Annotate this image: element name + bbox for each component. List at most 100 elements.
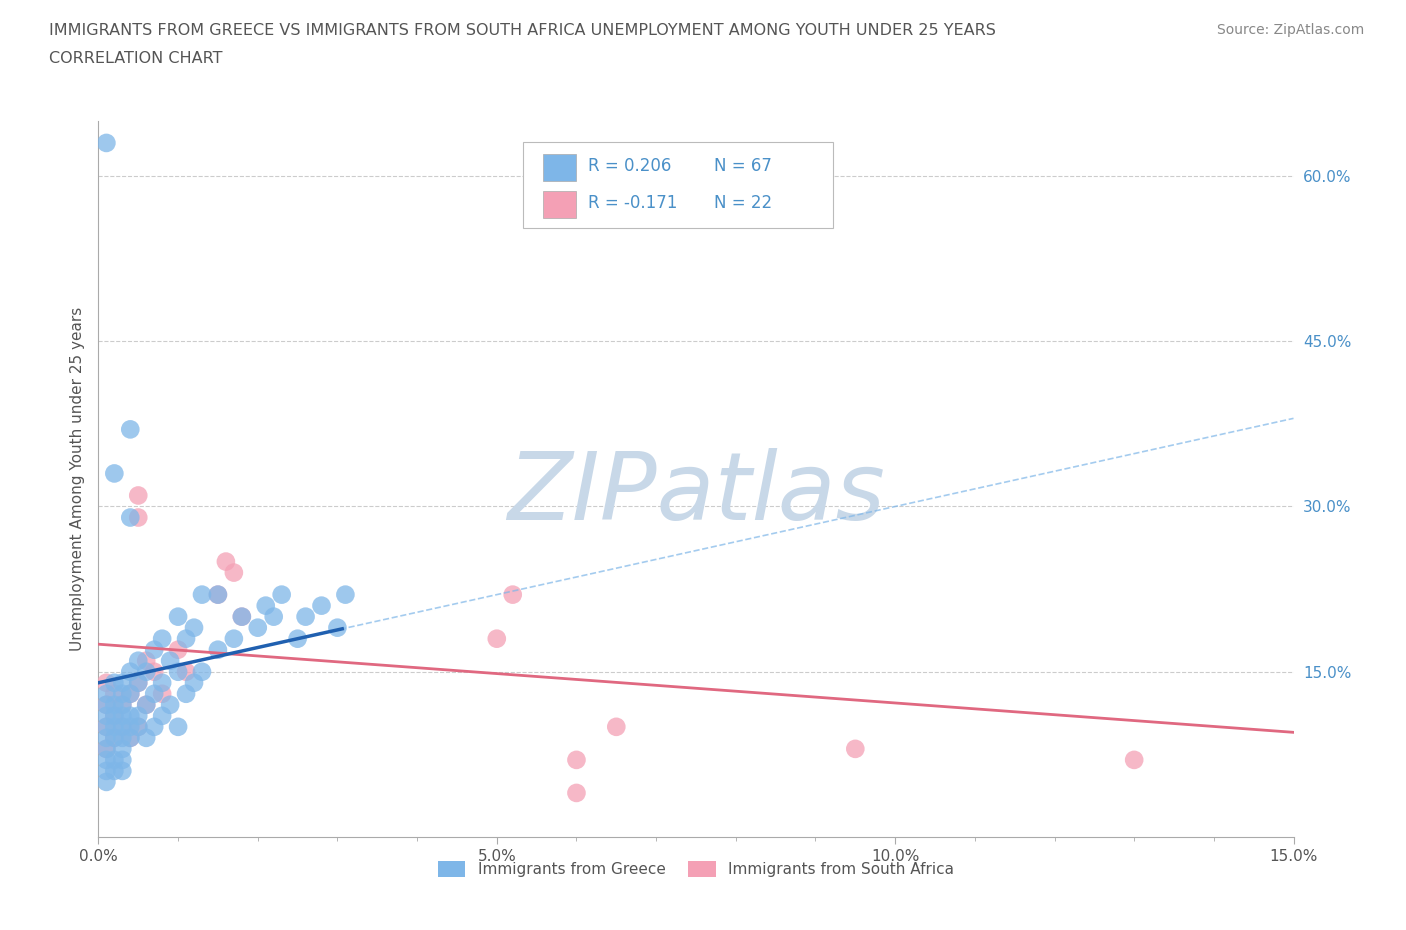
Point — [120, 686, 142, 701]
Point — [96, 752, 118, 767]
Point — [127, 675, 149, 690]
Point — [96, 698, 118, 712]
Point — [287, 631, 309, 646]
Text: N = 22: N = 22 — [714, 193, 772, 212]
Text: R = -0.171: R = -0.171 — [589, 193, 678, 212]
Point — [174, 631, 197, 646]
Point — [103, 709, 125, 724]
Point — [120, 686, 142, 701]
Point — [167, 609, 190, 624]
Point — [215, 554, 238, 569]
Point — [127, 709, 149, 724]
Point — [96, 741, 118, 756]
Point — [191, 587, 214, 602]
Point — [111, 764, 134, 778]
Point — [143, 686, 166, 701]
Point — [96, 698, 118, 712]
Point — [96, 709, 118, 724]
Point — [96, 764, 118, 778]
Point — [150, 631, 173, 646]
Point — [111, 720, 134, 735]
Point — [485, 631, 508, 646]
Point — [565, 786, 588, 801]
Y-axis label: Unemployment Among Youth under 25 years: Unemployment Among Youth under 25 years — [69, 307, 84, 651]
Point — [254, 598, 277, 613]
Point — [135, 730, 157, 745]
Text: Source: ZipAtlas.com: Source: ZipAtlas.com — [1216, 23, 1364, 37]
Text: ZIPatlas: ZIPatlas — [508, 447, 884, 538]
Point — [263, 609, 285, 624]
Point — [174, 686, 197, 701]
Point — [1123, 752, 1146, 767]
Point — [96, 675, 118, 690]
Text: CORRELATION CHART: CORRELATION CHART — [49, 51, 222, 66]
Point — [294, 609, 316, 624]
Point — [150, 709, 173, 724]
Point — [222, 565, 245, 580]
Point — [103, 752, 125, 767]
Point — [207, 587, 229, 602]
Point — [111, 752, 134, 767]
Point — [174, 664, 197, 679]
Point — [135, 698, 157, 712]
Point — [103, 730, 125, 745]
Point — [231, 609, 253, 624]
Point — [120, 709, 142, 724]
Point — [605, 720, 627, 735]
Point — [103, 764, 125, 778]
Point — [127, 488, 149, 503]
Point — [96, 720, 118, 735]
Text: N = 67: N = 67 — [714, 156, 772, 175]
Legend: Immigrants from Greece, Immigrants from South Africa: Immigrants from Greece, Immigrants from … — [432, 855, 960, 884]
Point — [127, 675, 149, 690]
Bar — [543, 192, 576, 219]
Point — [207, 587, 229, 602]
Point — [191, 664, 214, 679]
Point — [96, 730, 118, 745]
Point — [111, 730, 134, 745]
Point — [135, 664, 157, 679]
Point — [143, 664, 166, 679]
Point — [167, 643, 190, 658]
Point — [103, 698, 125, 712]
Point — [167, 664, 190, 679]
Point — [207, 643, 229, 658]
Point — [96, 136, 118, 151]
Point — [311, 598, 333, 613]
Point — [143, 643, 166, 658]
Point — [120, 422, 142, 437]
Point — [565, 752, 588, 767]
Point — [270, 587, 292, 602]
Point — [502, 587, 524, 602]
Point — [103, 709, 125, 724]
Point — [111, 698, 134, 712]
Point — [120, 510, 142, 525]
Point — [111, 686, 134, 701]
Point — [120, 664, 142, 679]
Point — [335, 587, 357, 602]
Text: R = 0.206: R = 0.206 — [589, 156, 672, 175]
Point — [159, 653, 181, 668]
Point — [103, 720, 125, 735]
Point — [183, 620, 205, 635]
Point — [135, 698, 157, 712]
Point — [103, 730, 125, 745]
Point — [127, 510, 149, 525]
Point — [231, 609, 253, 624]
Point — [103, 466, 125, 481]
Point — [135, 653, 157, 668]
Point — [222, 631, 245, 646]
Point — [111, 675, 134, 690]
Point — [111, 709, 134, 724]
Text: IMMIGRANTS FROM GREECE VS IMMIGRANTS FROM SOUTH AFRICA UNEMPLOYMENT AMONG YOUTH : IMMIGRANTS FROM GREECE VS IMMIGRANTS FRO… — [49, 23, 995, 38]
FancyBboxPatch shape — [523, 142, 834, 229]
Point — [96, 720, 118, 735]
Point — [159, 698, 181, 712]
Point — [120, 730, 142, 745]
Point — [143, 720, 166, 735]
Point — [127, 720, 149, 735]
Point — [111, 741, 134, 756]
Point — [326, 620, 349, 635]
Point — [103, 686, 125, 701]
Point — [96, 741, 118, 756]
